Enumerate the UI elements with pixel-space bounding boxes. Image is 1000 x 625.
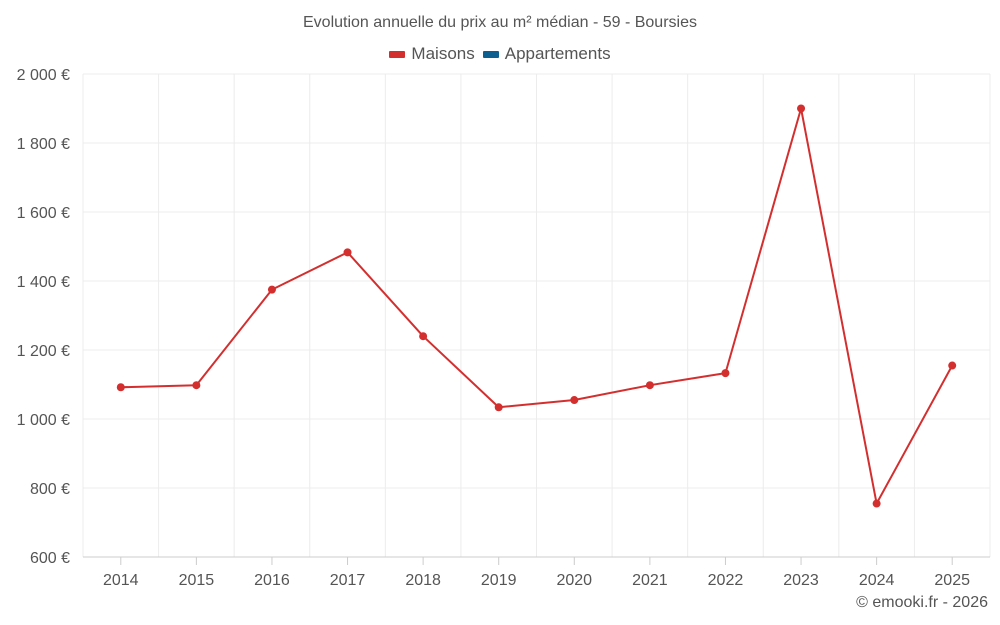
x-tick-label: 2019 [481,572,517,589]
legend-item-appartements[interactable]: Appartements [482,44,611,64]
data-point-maisons-2016 [267,285,276,294]
data-point-maisons-2023 [797,104,806,113]
data-point-maisons-2021 [645,381,654,390]
data-point-maisons-2022 [721,369,730,378]
data-point-maisons-2025 [948,361,957,370]
data-point-maisons-2018 [419,332,428,341]
x-tick-label: 2018 [405,572,441,589]
y-tick-label: 1 600 € [17,205,70,222]
x-tick-label: 2025 [934,572,970,589]
x-tick-label: 2023 [783,572,819,589]
x-tick-label: 2016 [254,572,290,589]
x-tick-label: 2015 [179,572,215,589]
data-point-maisons-2015 [192,381,201,390]
y-tick-label: 1 400 € [17,274,70,291]
y-tick-label: 1 200 € [17,343,70,360]
data-point-maisons-2014 [116,383,125,392]
legend-label-appartements: Appartements [504,44,611,63]
series-line-maisons [120,107,954,505]
x-tick-label: 2020 [556,572,592,589]
chart-legend: Maisons Appartements [0,44,1000,64]
legend-swatch-appartements [482,50,499,58]
data-point-maisons-2020 [570,396,579,405]
x-tick-label: 2017 [330,572,366,589]
data-point-maisons-2017 [343,248,352,257]
x-tick-label: 2024 [859,572,895,589]
y-tick-label: 800 € [30,481,70,498]
data-point-maisons-2024 [872,499,881,508]
data-point-maisons-2019 [494,403,503,412]
x-tick-label: 2014 [103,572,139,589]
legend-item-maisons[interactable]: Maisons [389,44,475,64]
legend-swatch-maisons [389,50,406,58]
y-tick-label: 2 000 € [17,67,70,84]
copyright-credit: © emooki.fr - 2026 [856,594,988,611]
chart-title: Evolution annuelle du prix au m² médian … [303,14,697,31]
x-tick-label: 2022 [708,572,744,589]
x-tick-label: 2021 [632,572,668,589]
legend-label-maisons: Maisons [411,44,475,63]
y-tick-label: 1 000 € [17,412,70,429]
y-tick-label: 600 € [30,550,70,567]
y-tick-label: 1 800 € [17,136,70,153]
